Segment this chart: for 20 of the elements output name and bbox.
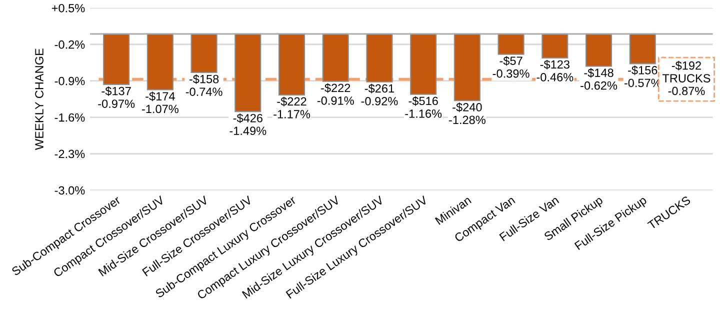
y-tick-label: -1.6% bbox=[54, 113, 85, 122]
data-label: -$240 -1.28% bbox=[449, 102, 486, 124]
y-tick-label: -2.3% bbox=[54, 150, 85, 158]
data-label: -$158 -0.74% bbox=[186, 74, 222, 96]
y-tick-label: +0.5% bbox=[52, 4, 85, 12]
data-label: -$426 -1.49% bbox=[230, 113, 266, 136]
data-label: -$148 -0.62% bbox=[580, 68, 618, 90]
ref-line-label: -$192 TRUCKS -0.87% bbox=[662, 60, 710, 96]
data-label: -$516 -1.16% bbox=[405, 96, 442, 118]
y-tick-label: -3.0% bbox=[54, 186, 85, 195]
data-label: -$261 -0.92% bbox=[361, 84, 398, 106]
data-label: -$222 -1.17% bbox=[274, 96, 310, 118]
y-axis-title: WEEKLY CHANGE bbox=[35, 48, 44, 150]
data-label: -$174 -1.07% bbox=[142, 92, 178, 114]
y-tick-label: -0.9% bbox=[54, 76, 85, 86]
y-tick-label: -0.2% bbox=[54, 40, 85, 49]
data-label: -$137 -0.97% bbox=[98, 86, 135, 108]
data-label: -$123 -0.46% bbox=[536, 60, 574, 82]
data-label: -$222 -0.91% bbox=[317, 83, 354, 105]
data-label: -$57 -0.39% bbox=[492, 56, 530, 78]
